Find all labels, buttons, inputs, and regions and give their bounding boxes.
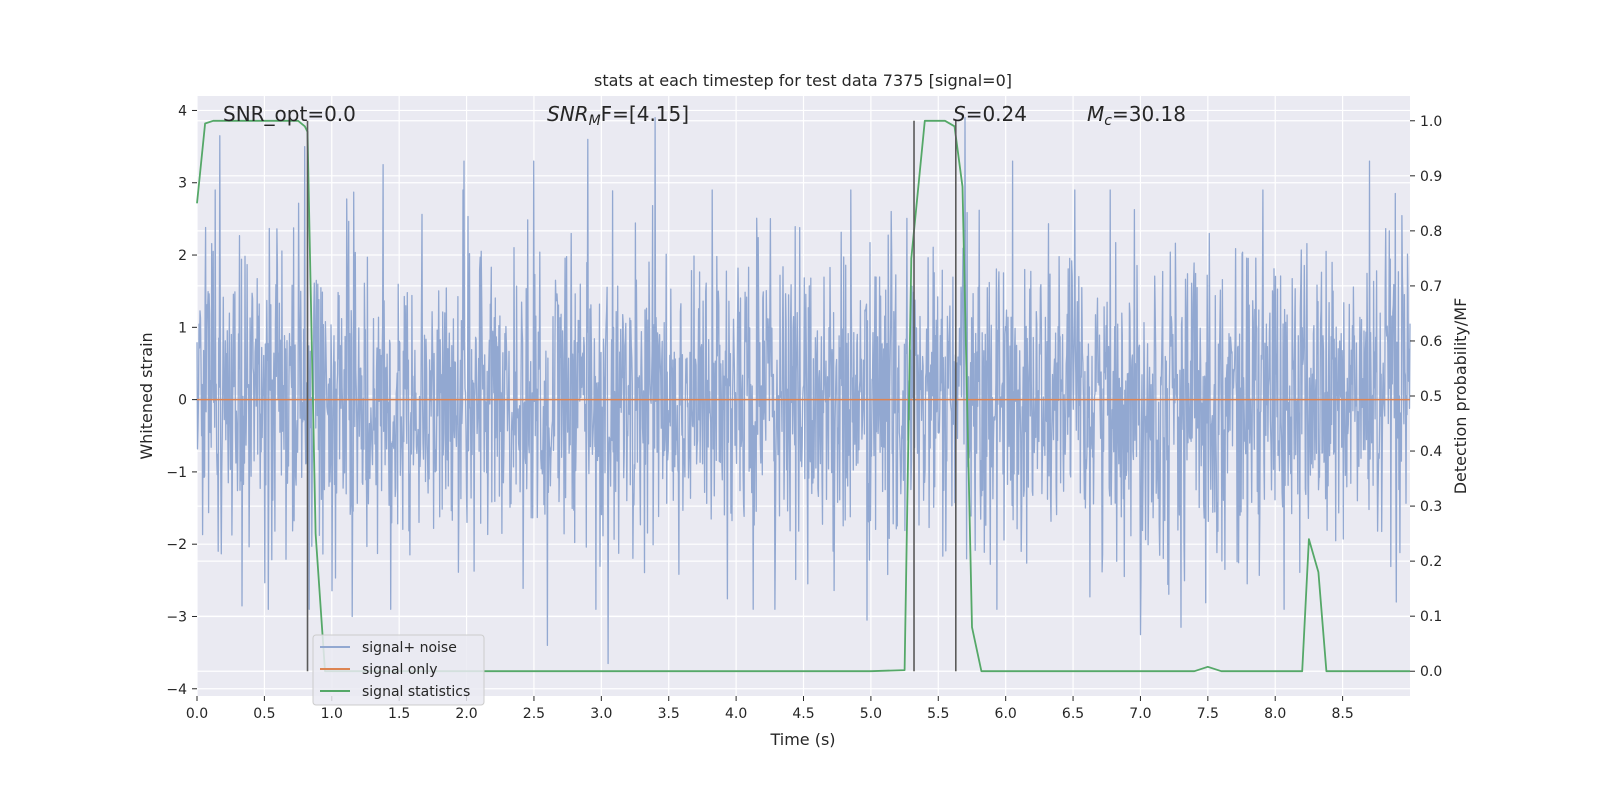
chart-title: stats at each timestep for test data 737… — [594, 71, 1012, 90]
x-tick-label: 4.0 — [725, 706, 747, 722]
annotation-snr-mf: SNRMF=[4.15] — [547, 102, 689, 129]
annotation-snr-mf-sub: M — [589, 113, 601, 129]
y2-tick-label: 0.9 — [1420, 169, 1442, 185]
legend-label-signal-only: signal only — [362, 662, 437, 678]
annotation-mc: Mc=30.18 — [1087, 102, 1186, 129]
x-axis-label: Time (s) — [769, 730, 835, 749]
y2-tick-label: 0.4 — [1420, 444, 1442, 460]
noise-trace — [196, 117, 1411, 665]
y2-tick-label: 0.6 — [1420, 334, 1442, 350]
y-axis-label: Whitened strain — [137, 332, 156, 459]
x-tick-label: 3.5 — [658, 706, 680, 722]
y2-tick-label: 0.1 — [1420, 609, 1442, 625]
x-tick-label: 1.0 — [321, 706, 343, 722]
y2-tick-label: 1.0 — [1420, 114, 1442, 130]
x-tick-label: 0.5 — [253, 706, 275, 722]
y2-tick-label: 0.2 — [1420, 554, 1442, 570]
annotation-s-main: S — [953, 102, 966, 126]
annotation-snr-mf-main: SNR — [547, 102, 589, 126]
legend: signal+ noise signal only signal statist… — [312, 634, 485, 706]
x-tick-label: 5.5 — [927, 706, 949, 722]
y2-tick-label: 0.0 — [1420, 664, 1442, 680]
series-signal-noise — [196, 117, 1411, 665]
y-tick-label: −4 — [166, 682, 187, 698]
x-tick-label: 2.0 — [455, 706, 477, 722]
annotation-s: S=0.24 — [953, 102, 1027, 126]
y-tick-label: −3 — [166, 609, 187, 625]
y-tick-label: 4 — [178, 103, 187, 119]
x-tick-label: 1.5 — [388, 706, 410, 722]
legend-label-signal-noise: signal+ noise — [362, 640, 457, 656]
series-lines — [196, 119, 1410, 673]
y2-tick-label: 0.8 — [1420, 224, 1442, 240]
legend-label-signal-statistics: signal statistics — [362, 684, 470, 700]
y2-axis-ticks: 0.0 0.1 0.2 0.3 0.4 0.5 0.6 0.7 0.8 0.9 1.0 — [1410, 114, 1442, 680]
x-tick-label: 6.0 — [995, 706, 1017, 722]
annotation-mc-sub: c — [1104, 113, 1112, 129]
y-tick-label: −1 — [166, 465, 187, 481]
annotation-mc-main: M — [1087, 102, 1104, 126]
y2-tick-label: 0.5 — [1420, 389, 1442, 405]
x-tick-label: 7.5 — [1197, 706, 1219, 722]
x-tick-label: 2.5 — [523, 706, 545, 722]
y-tick-label: 0 — [178, 393, 187, 409]
annotation-s-rest: =0.24 — [966, 102, 1027, 126]
x-tick-label: 3.0 — [590, 706, 612, 722]
y-axis-ticks: −4 −3 −2 −1 0 1 2 3 4 — [166, 103, 197, 698]
annotation-snr-mf-rest: F=[4.15] — [601, 102, 689, 126]
y-tick-label: 1 — [178, 320, 187, 336]
x-tick-label: 0.0 — [186, 706, 208, 722]
x-axis-ticks: 0.0 0.5 1.0 1.5 2.0 2.5 3.0 3.5 4.0 4.5 5.0 5.5 6.0 6… — [186, 696, 1354, 722]
x-tick-label: 6.5 — [1062, 706, 1084, 722]
y2-tick-label: 0.7 — [1420, 279, 1442, 295]
y-tick-label: −2 — [166, 537, 187, 553]
y2-tick-label: 0.3 — [1420, 499, 1442, 515]
signal-statistics-line — [196, 119, 1410, 673]
x-tick-label: 5.0 — [860, 706, 882, 722]
x-tick-label: 7.0 — [1129, 706, 1151, 722]
vertical-markers — [306, 120, 957, 672]
x-tick-label: 8.5 — [1331, 706, 1353, 722]
legend-box — [312, 634, 485, 706]
annotation-snr-opt: SNR_opt=0.0 — [223, 102, 356, 126]
x-tick-label: 4.5 — [792, 706, 814, 722]
annotation-mc-rest: =30.18 — [1112, 102, 1186, 126]
y-tick-label: 2 — [178, 248, 187, 264]
y-tick-label: 3 — [178, 176, 187, 192]
x-tick-label: 8.0 — [1264, 706, 1286, 722]
y2-axis-label: Detection probability/MF — [1451, 298, 1470, 495]
